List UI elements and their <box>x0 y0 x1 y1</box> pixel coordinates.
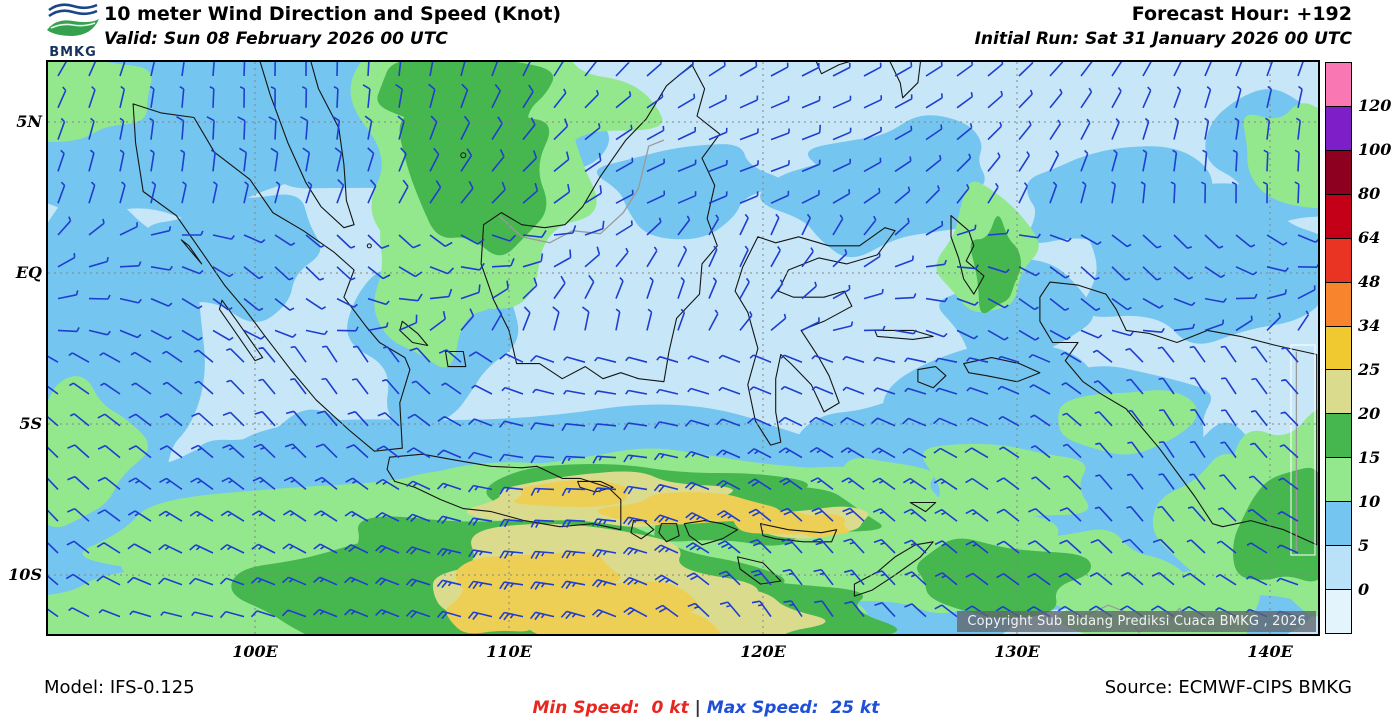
legend-label: 34 <box>1358 316 1381 335</box>
lat-label-5s: 5S <box>19 414 42 433</box>
legend-label: 25 <box>1358 360 1381 379</box>
wind-speed-legend <box>1325 62 1352 634</box>
legend-cell <box>1326 590 1351 633</box>
copyright-badge: Copyright Sub Bidang Prediksi Cuaca BMKG… <box>957 611 1316 632</box>
legend-cell <box>1326 63 1351 107</box>
legend-label: 64 <box>1358 228 1381 247</box>
max-speed-label: Max Speed: 25 kt <box>706 698 880 718</box>
bmkg-logo: BMKG <box>42 1 104 60</box>
legend-cell <box>1326 282 1351 327</box>
legend-cell <box>1326 326 1351 371</box>
lat-label-5n: 5N <box>16 112 42 131</box>
lon-label-110e: 110E <box>486 642 532 661</box>
source-label: Source: ECMWF-CIPS BMKG <box>1104 677 1352 698</box>
speed-separator: | <box>694 698 701 718</box>
lat-label-10s: 10S <box>8 565 42 584</box>
speed-range: Min Speed: 0 kt | Max Speed: 25 kt <box>521 678 880 718</box>
lon-label-120e: 120E <box>740 642 786 661</box>
legend-label: 20 <box>1358 404 1381 423</box>
legend-cell <box>1326 370 1351 415</box>
legend-label: 5 <box>1358 536 1370 555</box>
legend-cell <box>1326 458 1351 503</box>
lon-label-140e: 140E <box>1247 642 1293 661</box>
legend-label: 48 <box>1358 272 1381 291</box>
lon-label-130e: 130E <box>994 642 1040 661</box>
model-label: Model: IFS-0.125 <box>44 677 195 698</box>
wind-map-canvas <box>48 62 1318 634</box>
initial-run-label: Initial Run: Sat 31 January 2026 00 UTC <box>974 29 1352 49</box>
wind-map: Copyright Sub Bidang Prediksi Cuaca BMKG… <box>46 60 1320 636</box>
lon-label-100e: 100E <box>232 642 278 661</box>
legend-label: 120 <box>1358 96 1392 115</box>
min-speed-label: Min Speed: 0 kt <box>532 698 689 718</box>
legend-cell <box>1326 150 1351 195</box>
legend-cell <box>1326 106 1351 151</box>
legend-label: 0 <box>1358 580 1370 599</box>
forecast-hour-label: Forecast Hour: +192 <box>1131 3 1352 25</box>
legend-cell <box>1326 238 1351 283</box>
bmkg-logo-icon <box>47 3 99 36</box>
legend-cell <box>1326 414 1351 459</box>
valid-time-label: Valid: Sun 08 February 2026 00 UTC <box>104 29 448 49</box>
bmkg-logo-text: BMKG <box>49 45 97 60</box>
page-title: 10 meter Wind Direction and Speed (Knot) <box>104 3 562 25</box>
legend-cell <box>1326 502 1351 547</box>
legend-label: 100 <box>1358 140 1392 159</box>
legend-label: 80 <box>1358 184 1381 203</box>
legend-label: 10 <box>1358 492 1381 511</box>
legend-cell <box>1326 546 1351 591</box>
lat-label-eq: EQ <box>15 263 42 282</box>
legend-label: 15 <box>1358 448 1381 467</box>
legend-cell <box>1326 194 1351 239</box>
